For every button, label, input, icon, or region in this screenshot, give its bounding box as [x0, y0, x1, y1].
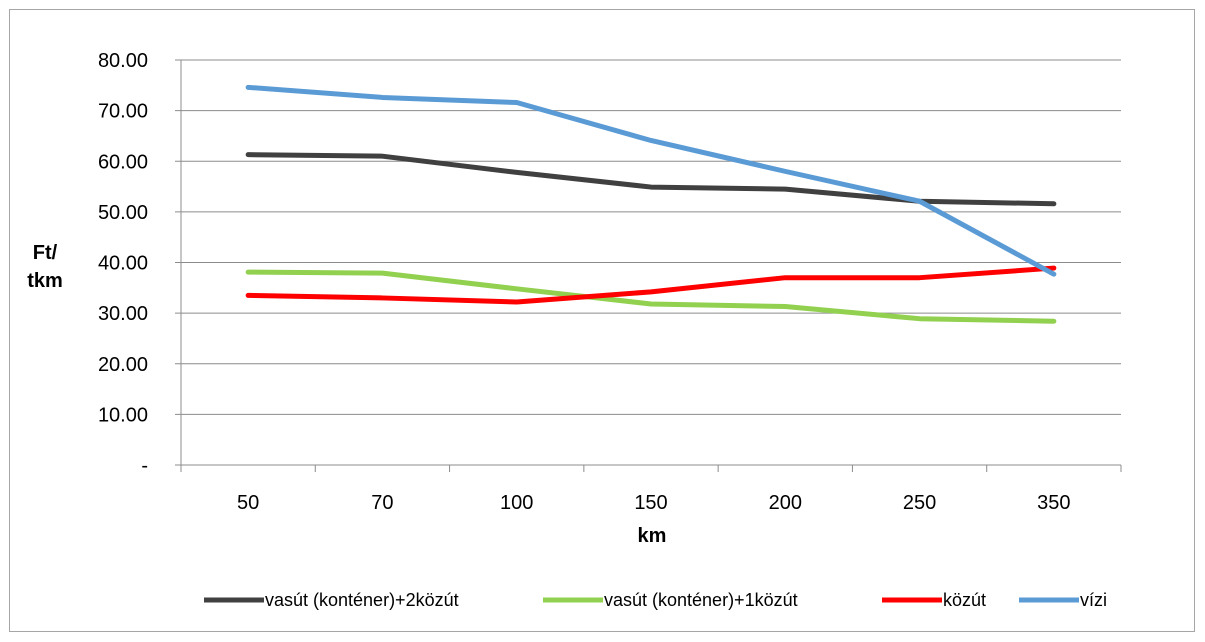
series-line-3 [245, 265, 1057, 305]
x-tick-label: 200 [769, 492, 802, 514]
x-tick-label: 350 [1037, 492, 1070, 514]
x-tick-label: 100 [500, 492, 533, 514]
y-axis: - 10.00 20.00 30.00 40.00 50.00 60.00 70.00 80.0… [98, 50, 182, 477]
x-tick-label: 70 [371, 492, 393, 514]
y-tick-label: 80.00 [98, 50, 148, 72]
x-tick-label: 50 [237, 492, 259, 514]
x-axis-title: km [638, 525, 667, 547]
legend-label-3: közút [943, 590, 986, 610]
y-tick-label: 10.00 [98, 404, 148, 426]
legend-label-4: vízi [1080, 590, 1107, 610]
series-line-4 [245, 84, 1057, 277]
legend-label-1: vasút (konténer)+2közút [265, 590, 459, 610]
series-line-1 [245, 152, 1057, 207]
gridlines [181, 59, 1121, 415]
y-tick-label: 50.00 [98, 202, 148, 224]
x-tick-label: 250 [903, 492, 936, 514]
y-tick-label: - [141, 455, 148, 477]
series-line-2 [245, 269, 1057, 324]
legend: vasút (konténer)+2közút vasút (konténer)+… [204, 590, 1107, 610]
y-tick-label: 40.00 [98, 253, 148, 275]
y-axis-title-line-2: tkm [27, 270, 63, 292]
y-tick-label: 70.00 [98, 101, 148, 123]
x-axis: 50 70 100 150 200 250 350 [180, 464, 1122, 514]
y-tick-label: 20.00 [98, 354, 148, 376]
series-lines [245, 84, 1057, 324]
y-axis-title-line-1: Ft/ [33, 242, 58, 264]
y-tick-label: 30.00 [98, 303, 148, 325]
legend-label-2: vasút (konténer)+1közút [604, 590, 798, 610]
x-tick-label: 150 [634, 492, 667, 514]
y-tick-label: 60.00 [98, 151, 148, 173]
